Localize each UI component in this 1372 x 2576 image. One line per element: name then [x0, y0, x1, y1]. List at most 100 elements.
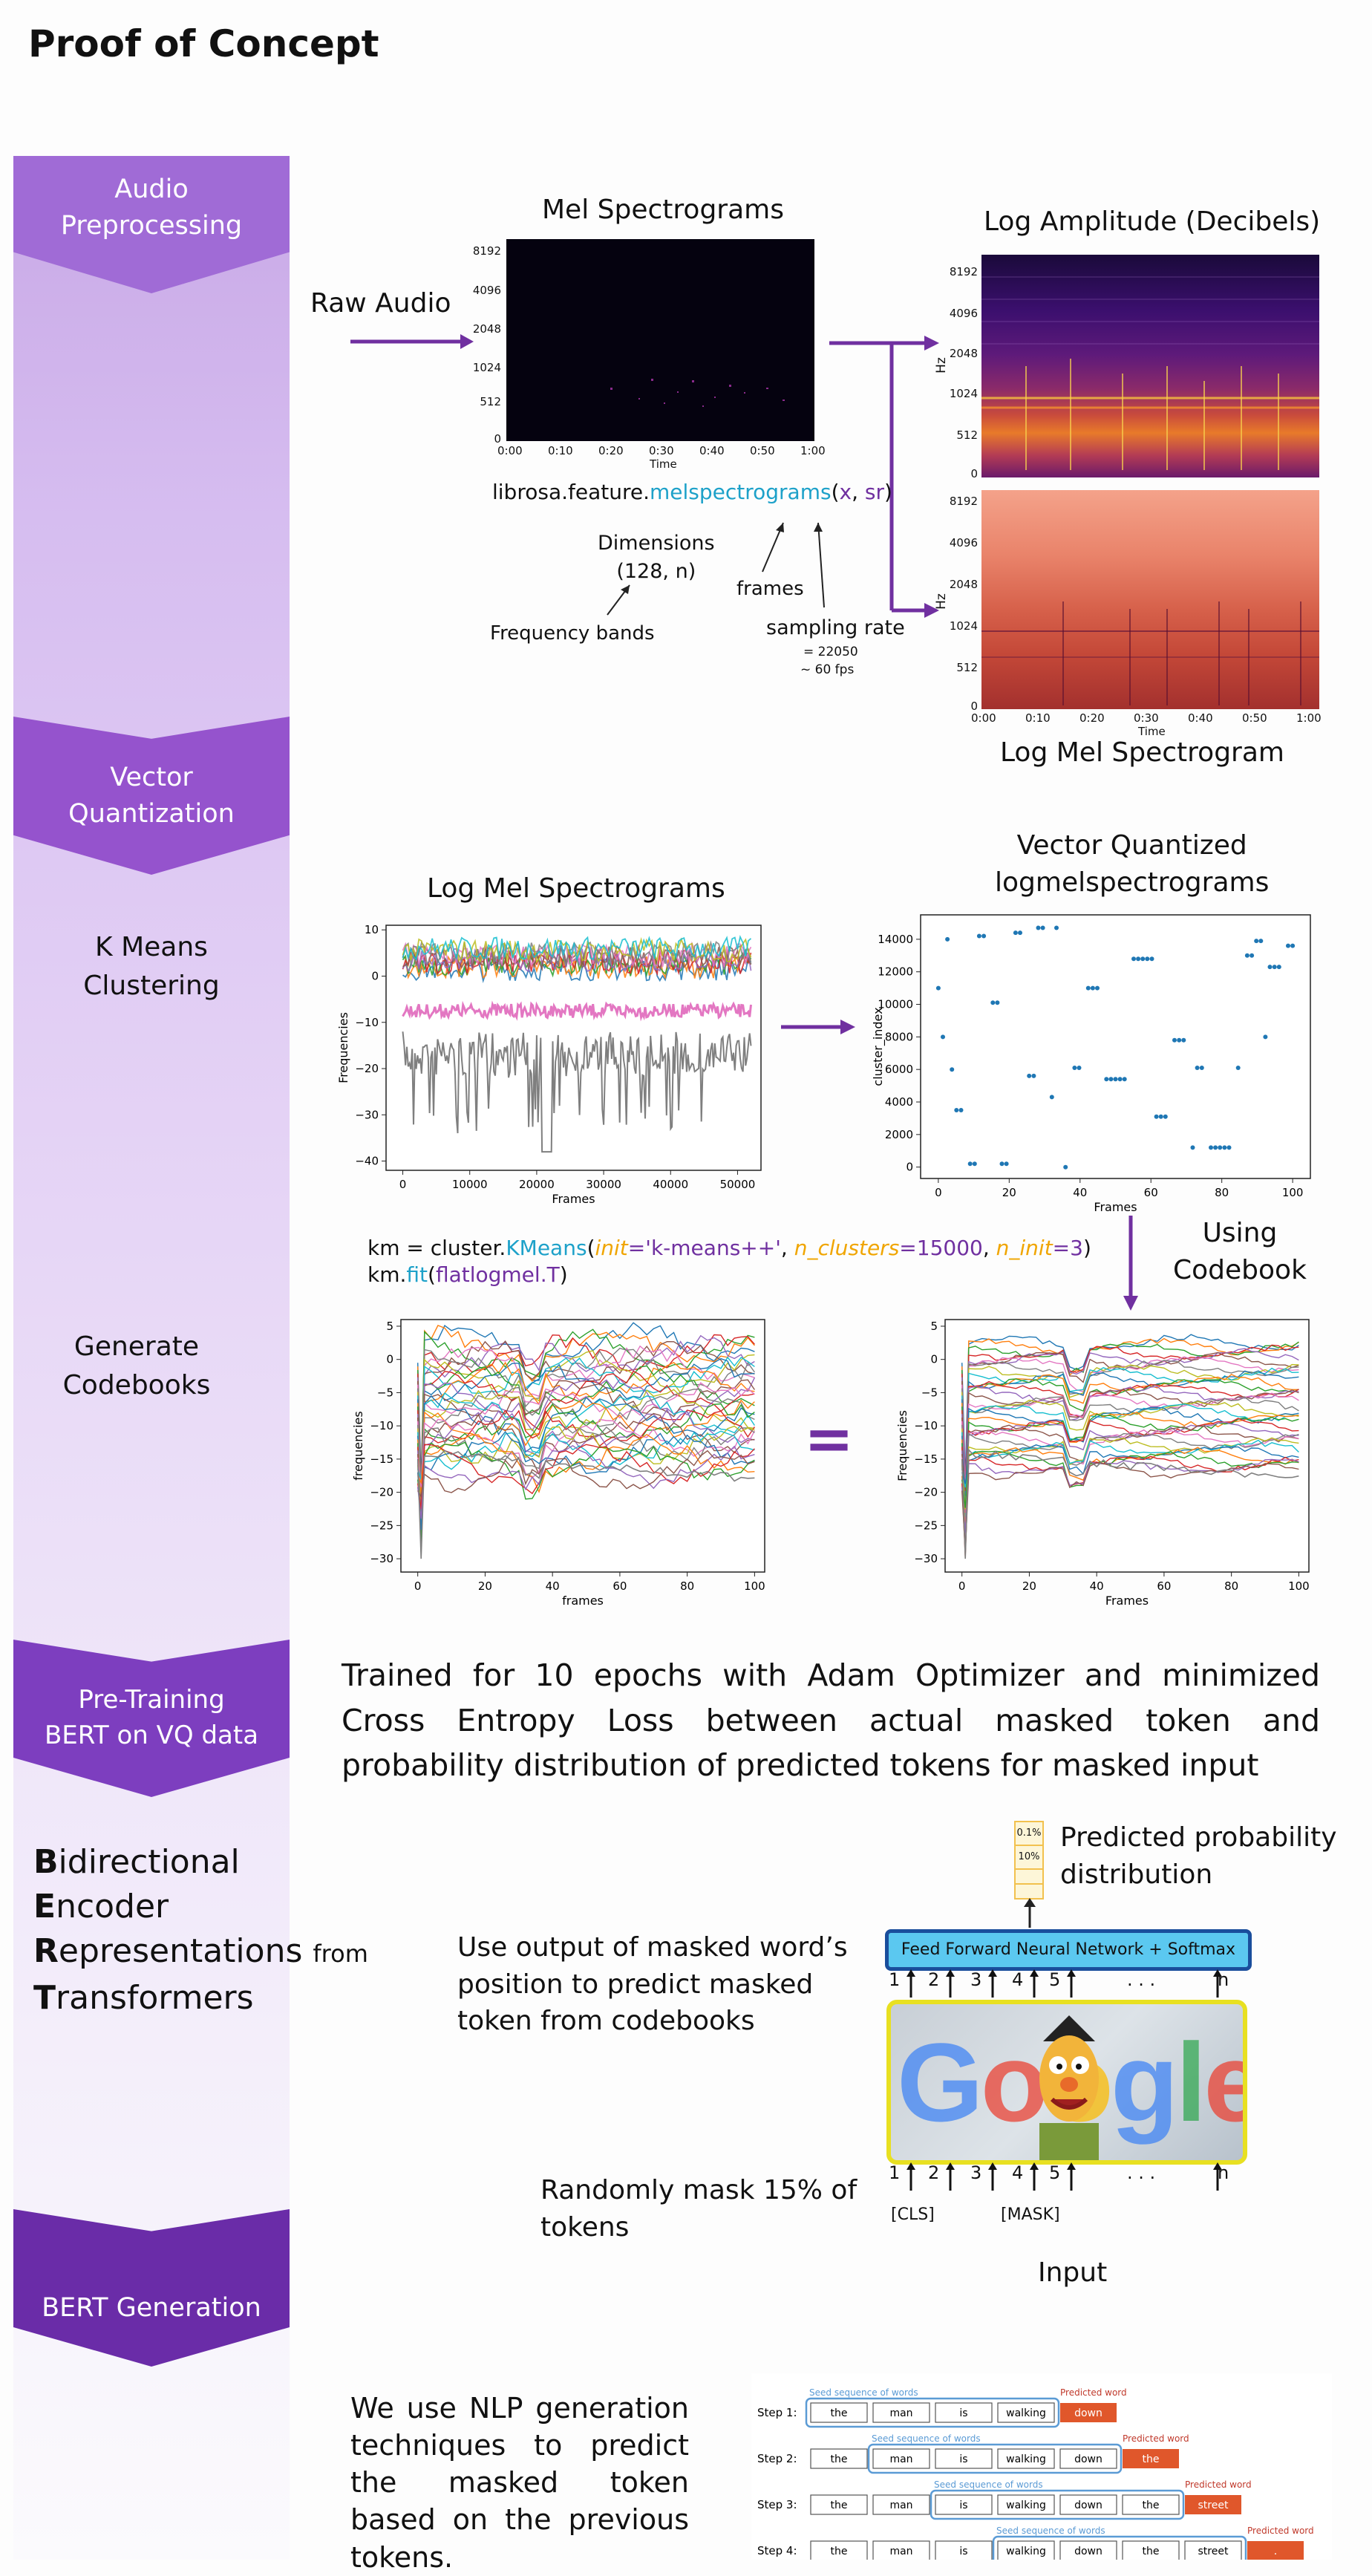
- scatter-point: [1272, 965, 1277, 970]
- prob-cell: [1014, 1870, 1044, 1885]
- mel-spectrogram-plot: [506, 239, 814, 441]
- predicted-word-box: [1185, 2495, 1241, 2514]
- log-mel-x-ticks: 0:00 0:10 0:20 0:30 0:40 0:50 1:00 Time: [971, 711, 1322, 738]
- x-tick-label: 60: [1157, 1579, 1171, 1593]
- scatter-point: [1258, 939, 1264, 944]
- x-tick-label: 20: [1002, 1186, 1016, 1199]
- y-tick-label: −15: [370, 1452, 393, 1466]
- y-tick-label: −10: [914, 1419, 938, 1432]
- scatter-point: [1222, 1145, 1227, 1150]
- bottom-positions: 1 2 3 4 5 . . . n: [889, 2162, 1229, 2183]
- frequency-bands-label: Frequency bands: [490, 622, 655, 645]
- step-generate-codebooks: Generate Codebooks: [62, 1331, 211, 1401]
- scatter-point: [990, 1000, 996, 1005]
- log-amplitude-texture: [981, 276, 1319, 470]
- token-arrowhead: [906, 2162, 915, 2170]
- series-line: [961, 1458, 1299, 1533]
- predicted-word-text: the: [1143, 2453, 1160, 2465]
- scatter-point: [1172, 1037, 1177, 1043]
- scatter-point: [1113, 1077, 1118, 1082]
- seed-sequence-box: [992, 2535, 1247, 2560]
- series-line: [961, 1337, 1299, 1558]
- scatter-point: [1004, 1161, 1009, 1167]
- y-tick-label: 0: [371, 969, 379, 982]
- y-axis-label: Frequencies: [895, 1410, 909, 1481]
- series-line: [417, 1357, 755, 1509]
- series-line: [417, 1365, 755, 1515]
- word-text: is: [959, 2407, 967, 2419]
- word-box: [997, 2494, 1055, 2515]
- scatter-point: [1018, 930, 1022, 936]
- predicted-word-box: [1247, 2541, 1304, 2560]
- word-box: [810, 2540, 868, 2560]
- x-tick-label: 60: [1144, 1186, 1158, 1199]
- step-label: Step 1:: [757, 2406, 797, 2419]
- token-arrowhead: [1030, 1969, 1039, 1977]
- predicted-word-label: Predicted word: [1185, 2479, 1252, 2490]
- scatter-point: [976, 933, 981, 939]
- scatter-point: [1149, 956, 1154, 962]
- log-mel-spectrogram-title: Log Mel Spectrogram: [1000, 737, 1284, 768]
- word-box: [872, 2448, 930, 2469]
- x-tick-label: 0: [958, 1579, 966, 1593]
- scatter-point: [1263, 1034, 1268, 1040]
- token-arrowhead: [988, 1969, 997, 1977]
- scatter-point: [1177, 1037, 1182, 1043]
- series-line: [417, 1441, 755, 1518]
- word-box: [1184, 2540, 1242, 2560]
- scatter-point: [1140, 956, 1146, 962]
- codebook-arrow: [1123, 1216, 1138, 1311]
- scatter-point: [981, 933, 987, 939]
- log-mel-y-label: Hz: [933, 593, 949, 610]
- series-line: [961, 1378, 1299, 1510]
- scatter-point: [1244, 953, 1250, 958]
- bert-token-arrows: [906, 1969, 1222, 2191]
- x-tick-label: 100: [744, 1579, 765, 1593]
- scatter-point: [995, 1000, 1000, 1005]
- codebook-left-chart: 5 0 −5 −10 −15 −20 −25 −30 0 20 40 60 80 100 frames fre…: [351, 1319, 765, 1608]
- series-line: [417, 1444, 755, 1519]
- token-arrowhead: [906, 1969, 915, 1977]
- scatter-point: [941, 1034, 945, 1040]
- scatter-point: [1095, 985, 1100, 991]
- scatter-point: [1286, 943, 1290, 948]
- chevron-pretraining: Pre-Training BERT on VQ data: [13, 1640, 290, 1797]
- kmeans-code-line2: km.fit(flatlogmel.T): [368, 1262, 568, 1287]
- word-box: [1059, 2494, 1117, 2515]
- y-tick-label: 4000: [885, 1095, 913, 1109]
- series-line: [417, 1450, 755, 1499]
- word-box: [810, 2448, 868, 2469]
- random-mask-text: Randomly mask 15% of tokens: [540, 2175, 858, 2243]
- word-text: is: [959, 2500, 967, 2511]
- word-box: [935, 2448, 993, 2469]
- series-line: [961, 1462, 1299, 1552]
- y-tick-label: 12000: [878, 965, 913, 979]
- x-tick-label: 100: [1288, 1579, 1310, 1593]
- word-box: [1059, 2448, 1117, 2469]
- predicted-word-label: Predicted word: [1060, 2387, 1127, 2398]
- predicted-word-label: Predicted word: [1123, 2433, 1189, 2444]
- token-arrowhead: [1030, 2162, 1039, 2170]
- seed-sequence-box: [930, 2489, 1185, 2520]
- y-tick-label: 5: [386, 1320, 393, 1333]
- scatter-point: [1195, 1066, 1200, 1070]
- scatter-point: [1085, 985, 1091, 991]
- word-box: [1122, 2540, 1180, 2560]
- seed-sequence-label: Seed sequence of words: [809, 2387, 918, 2398]
- scatter-point: [1145, 956, 1150, 962]
- scatter-point: [1104, 1077, 1109, 1082]
- softmax-output-arrow: [1024, 1898, 1036, 1928]
- word-box: [810, 2402, 868, 2423]
- word-text: man: [889, 2546, 912, 2557]
- scatter-point: [1250, 953, 1255, 958]
- y-tick-label: −5: [921, 1386, 938, 1399]
- page-title: Proof of Concept: [28, 22, 379, 65]
- scatter-point: [1090, 985, 1095, 991]
- scatter-point: [1136, 956, 1141, 962]
- word-box: [1122, 2494, 1180, 2515]
- series-line: [417, 1418, 756, 1487]
- generation-paragraph: We use NLP generation techniques to pred…: [350, 2392, 689, 2574]
- series-line: [417, 1334, 755, 1495]
- y-tick-label: −5: [377, 1386, 393, 1399]
- x-tick-label: 40: [1073, 1186, 1087, 1199]
